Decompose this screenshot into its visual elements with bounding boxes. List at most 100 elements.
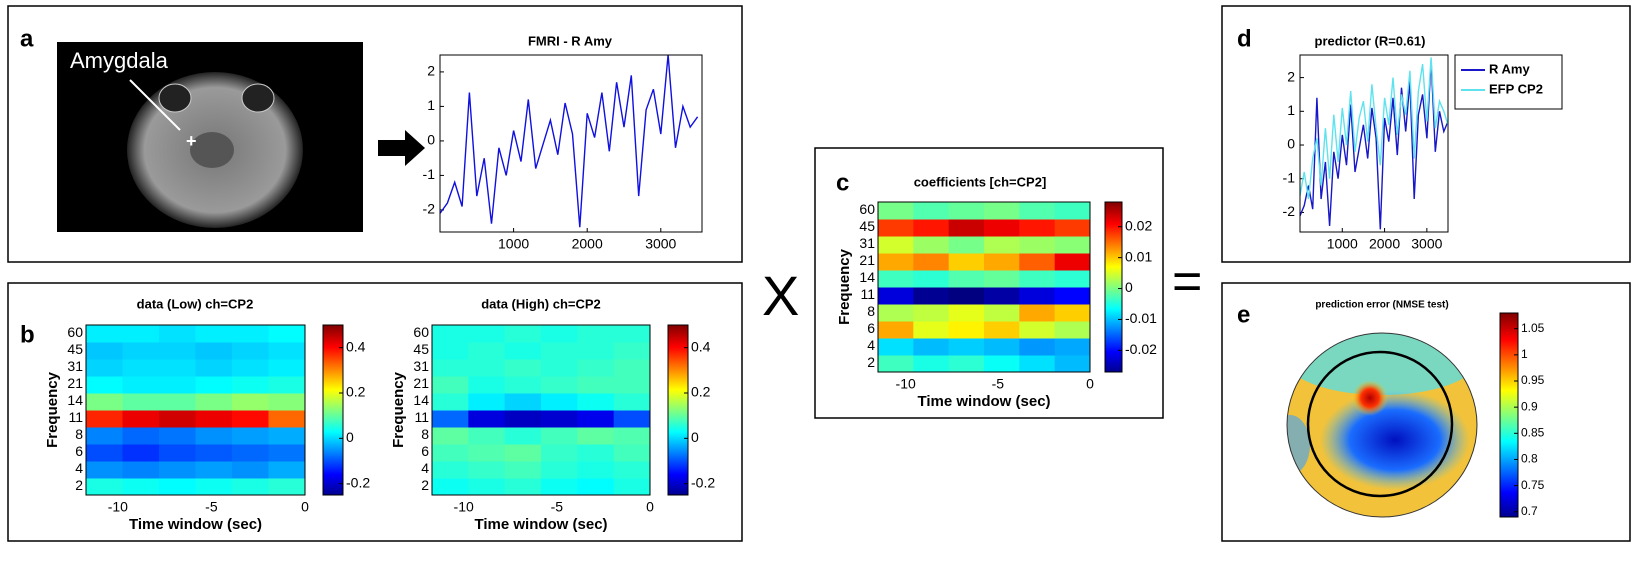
heatmap-cell — [613, 393, 651, 411]
heatmap-cell — [1019, 253, 1056, 271]
heatmap-cell — [504, 410, 542, 428]
heatmap-cell — [432, 325, 469, 343]
y-tick-label: 0 — [1287, 136, 1295, 152]
heatmap-cell — [541, 376, 578, 394]
heatmap-cell — [432, 359, 469, 377]
colorbar-tick-label: 0.4 — [346, 338, 366, 354]
heatmap-cell — [504, 393, 542, 411]
colorbar-tick-label: 0.02 — [1125, 217, 1152, 233]
y-tick-label: 21 — [859, 252, 875, 268]
heatmap-cell — [468, 376, 506, 394]
heatmap-cell — [984, 202, 1020, 220]
heatmap-cell — [86, 427, 123, 445]
y-tick-label: 14 — [413, 392, 429, 408]
colorbar — [322, 324, 344, 496]
orbit — [158, 83, 192, 113]
heatmap-cell — [613, 359, 651, 377]
y-tick-label: 45 — [413, 341, 429, 357]
x-tick-label: 0 — [646, 499, 654, 515]
line-series — [1299, 57, 1449, 200]
heatmap-cell — [122, 427, 160, 445]
x-tick-label: 1000 — [498, 236, 529, 252]
marker: + — [186, 131, 197, 151]
heatmap-cell — [577, 444, 615, 462]
heatmap-cell — [159, 478, 196, 496]
chart-title: predictor (R=0.61) — [1315, 33, 1426, 48]
colorbar-tick-label: -0.02 — [1125, 341, 1157, 357]
heatmap-cell — [195, 393, 233, 411]
heatmap-cell — [468, 427, 506, 445]
panel-a — [7, 5, 743, 263]
chart-title: coefficients [ch=CP2] — [914, 174, 1047, 189]
legend-label: EFP CP2 — [1489, 81, 1543, 96]
y-tick-label: 11 — [68, 409, 83, 425]
x-tick-label: -5 — [992, 376, 1005, 392]
plot-frame — [439, 54, 703, 233]
plot-frame — [877, 201, 1091, 373]
colorbar-tick-label: -0.01 — [1125, 310, 1157, 326]
panel-label: c — [836, 169, 849, 196]
heatmap-cell — [984, 253, 1020, 271]
heatmap-cell — [1054, 219, 1091, 237]
heatmap-cell — [86, 359, 123, 377]
y-tick-label: 2 — [867, 354, 875, 370]
heatmap-cell — [541, 478, 578, 496]
y-tick-label: -2 — [1283, 203, 1296, 219]
heatmap-cell — [913, 253, 950, 271]
x-tick-label: 0 — [301, 499, 309, 515]
heatmap-cell — [232, 393, 269, 411]
chart-title: prediction error (NMSE test) — [1315, 300, 1448, 311]
heatmap-cell — [432, 427, 469, 445]
heatmap-cell — [122, 478, 160, 496]
head-outline — [1286, 332, 1478, 518]
y-tick-label: -1 — [423, 166, 436, 182]
colorbar-tick-label: 1.05 — [1521, 321, 1545, 335]
heatmap-cell — [577, 427, 615, 445]
heatmap-cell — [984, 236, 1020, 254]
y-tick-label: 8 — [421, 426, 429, 442]
plot-frame — [1299, 54, 1449, 233]
y-axis-label: Frequency — [44, 371, 61, 448]
y-tick-label: 31 — [67, 358, 83, 374]
heatmap-cell — [541, 325, 578, 343]
heatmap-cell — [577, 325, 615, 343]
chart-title: FMRI - R Amy — [528, 33, 613, 48]
panel-b — [7, 282, 743, 542]
heatmap-cell — [613, 461, 651, 479]
line-series — [1299, 60, 1449, 230]
x-tick-label: -10 — [896, 376, 916, 392]
heatmap-cell — [268, 393, 306, 411]
heatmap-cell — [86, 376, 123, 394]
y-tick-label: 2 — [421, 477, 429, 493]
heatmap-cell — [984, 338, 1020, 356]
heatmap-cell — [878, 202, 914, 220]
heatmap-cell — [1054, 304, 1091, 322]
heatmap-cell — [268, 325, 306, 343]
heatmap-cell — [195, 427, 233, 445]
heatmap-cell — [432, 461, 469, 479]
panel-label: a — [20, 25, 34, 52]
colorbar-tick-label: 0.4 — [691, 338, 711, 354]
colorbar-tick-label: 0.85 — [1521, 425, 1545, 439]
heatmap-cell — [878, 270, 914, 288]
operator: = — [1172, 253, 1202, 311]
heatmap-cell — [984, 270, 1020, 288]
colorbar-tick-label: 0.9 — [1521, 399, 1538, 413]
heatmap-cell — [1019, 236, 1056, 254]
heatmap-cell — [232, 478, 269, 496]
heatmap-cell — [577, 410, 615, 428]
colorbar-tick-label: 0.8 — [1521, 452, 1538, 466]
heatmap-cell — [122, 359, 160, 377]
y-tick-label: 60 — [859, 201, 875, 217]
y-tick-label: 31 — [859, 235, 875, 251]
colorbar-tick-label: 0 — [1125, 279, 1133, 295]
y-tick-label: 6 — [867, 320, 875, 336]
colorbar-tick-label: 1 — [1521, 347, 1528, 361]
heatmap-cell — [948, 304, 985, 322]
y-tick-label: 21 — [67, 375, 83, 391]
plot-frame — [431, 324, 651, 496]
colorbar-tick-label: 0.01 — [1125, 248, 1152, 264]
heatmap-cell — [195, 444, 233, 462]
heatmap-cell — [504, 325, 542, 343]
heatmap-cell — [878, 219, 914, 237]
